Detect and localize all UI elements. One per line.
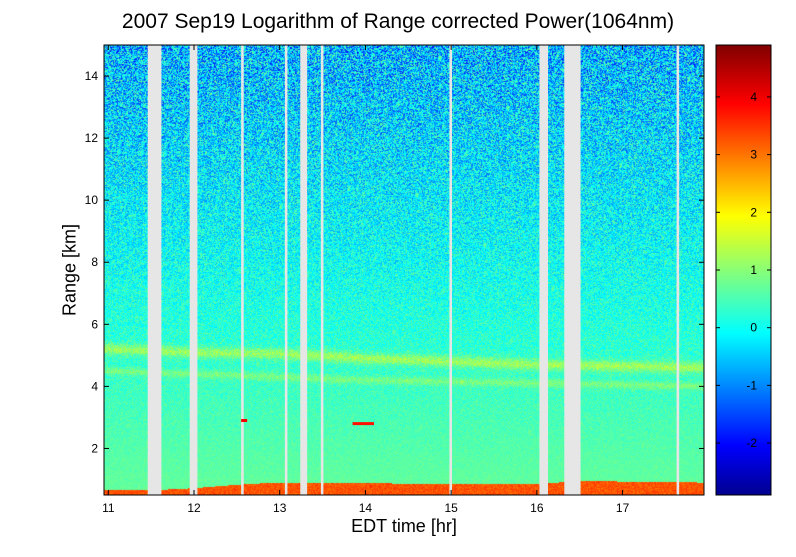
chart-title: 2007 Sep19 Logarithm of Range corrected … [121, 10, 675, 33]
x-tick-label: 16 [530, 501, 544, 515]
colorbar-tick-label: -1 [746, 378, 757, 392]
colorbar-tick-label: 2 [750, 205, 757, 219]
x-tick-label: 17 [616, 501, 630, 515]
heatmap-raster [104, 45, 704, 495]
cloud-feature-1 [241, 419, 248, 423]
x-axis-label: EDT time [hr] [351, 516, 457, 536]
colorbar-tick-label: 1 [750, 263, 757, 277]
colorbar-tick-label: -2 [746, 436, 757, 450]
x-tick-label: 15 [444, 501, 458, 515]
colorbar-tick-label: 3 [750, 148, 757, 162]
data-gap-9 [564, 45, 581, 495]
y-tick-label: 4 [91, 379, 98, 393]
y-tick-label: 14 [85, 69, 99, 83]
colorbar-tick-label: 4 [750, 90, 757, 104]
plot-area: 11 12 13 14 15 16 17 2 4 6 8 10 12 14 [85, 44, 705, 515]
heatmap-image [104, 45, 704, 495]
y-tick-label: 8 [91, 255, 98, 269]
plot-frame [103, 44, 705, 496]
x-tick-label: 13 [273, 501, 287, 515]
data-gap-2 [189, 45, 198, 495]
data-gap-10 [676, 45, 680, 495]
data-gaps [147, 45, 680, 495]
y-tick-label: 6 [91, 317, 98, 331]
colorbar: -2 -1 0 1 2 3 4 [715, 44, 772, 496]
data-gap-3 [241, 45, 244, 495]
colorbar-axis: -2 -1 0 1 2 3 4 [716, 90, 771, 450]
data-gap-7 [449, 45, 452, 495]
data-layers [241, 419, 374, 426]
y-axis-label: Range [km] [59, 223, 80, 317]
y-axis: 2 4 6 8 10 12 14 [85, 69, 704, 455]
y-tick-label: 10 [85, 193, 99, 207]
x-tick-label: 12 [187, 501, 201, 515]
x-tick-label: 11 [102, 501, 115, 515]
data-gap-6 [320, 45, 324, 495]
data-gap-5 [300, 45, 308, 495]
data-gap-8 [539, 45, 548, 495]
x-axis: 11 12 13 14 15 16 17 [102, 45, 630, 515]
colorbar-gradient [716, 45, 771, 495]
y-tick-label: 2 [91, 441, 98, 455]
data-gap-1 [147, 45, 162, 495]
x-tick-label: 14 [359, 501, 373, 515]
y-tick-label: 12 [85, 131, 99, 145]
data-gap-4 [284, 45, 288, 495]
cloud-feature-2 [352, 422, 374, 426]
colorbar-tick-label: 0 [750, 321, 757, 335]
